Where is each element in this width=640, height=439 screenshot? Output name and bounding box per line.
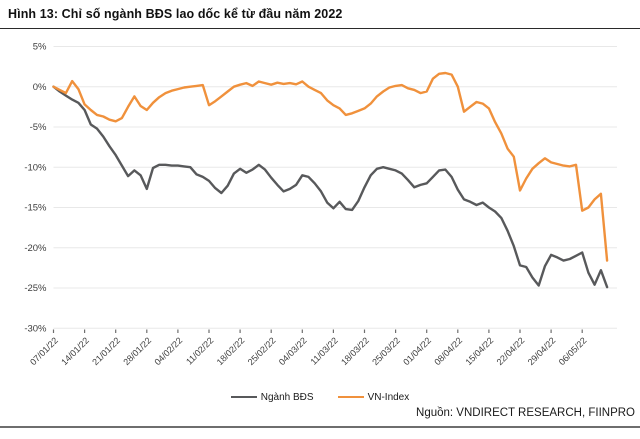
legend-item-nganh-bds: Ngành BĐS [230, 391, 314, 403]
y-tick-label: -5% [30, 122, 47, 133]
line-chart: 5% 0% -5% -10% -15% -20% -25% -30%07/01/22 14/01… [24, 42, 617, 367]
source-credit: Nguồn: VNDIRECT RESEARCH, FIINPRO [416, 407, 635, 419]
x-tick-label: 06/05/22 [557, 335, 589, 367]
x-tick-label: 28/01/22 [121, 335, 153, 367]
y-tick-label: 0% [33, 82, 47, 93]
bottom-divider [0, 426, 640, 428]
legend-item-vn-index: VN-Index [337, 391, 410, 403]
chart-legend: Ngành BĐS VN-Index [0, 389, 640, 405]
bds-line-swatch [230, 395, 257, 399]
y-axis-labels: 5% 0% -5% -10% -15% -20% -25% -30% [24, 42, 47, 335]
x-tick-label: 08/04/22 [432, 335, 464, 367]
legend-label-vn-index: VN-Index [367, 391, 410, 403]
y-tick-label: -30% [24, 323, 47, 334]
x-tick-label: 15/04/22 [463, 335, 495, 367]
x-tick-label: 04/03/22 [277, 335, 309, 367]
x-tick-label: 25/03/22 [370, 335, 402, 367]
y-tick-label: -10% [24, 162, 47, 173]
gridlines [53, 45, 617, 329]
vnindex-line-swatch [337, 395, 364, 399]
legend-label-nganh-bds: Ngành BĐS [260, 391, 314, 403]
x-axis-ticks [52, 329, 583, 333]
x-tick-label: 21/01/22 [90, 335, 122, 367]
x-tick-label: 18/03/22 [339, 335, 371, 367]
x-tick-label: 29/04/22 [526, 335, 558, 367]
vnindex-series-line [52, 71, 609, 262]
x-tick-label: 22/04/22 [495, 335, 527, 367]
x-axis-labels: 07/01/22 14/01/22 21/01/22 28/01/22 04/02/22… [28, 335, 589, 367]
bds-series-line [52, 85, 609, 289]
x-tick-label: 04/02/22 [152, 335, 184, 367]
x-tick-label: 14/01/22 [59, 335, 91, 367]
y-tick-label: -25% [24, 283, 47, 294]
x-tick-label: 18/02/22 [215, 335, 247, 367]
figure-header: Hình 13: Chỉ số ngành BĐS lao dốc kể từ … [0, 0, 640, 29]
y-tick-label: -15% [24, 203, 47, 214]
x-tick-label: 07/01/22 [28, 335, 60, 367]
x-tick-label: 11/03/22 [308, 335, 339, 366]
x-tick-label: 11/02/22 [184, 335, 215, 366]
x-tick-label: 25/02/22 [246, 335, 278, 367]
y-tick-label: 5% [33, 42, 47, 53]
y-tick-label: -20% [24, 243, 47, 254]
x-tick-label: 01/04/22 [401, 335, 433, 367]
figure-title: Hình 13: Chỉ số ngành BĐS lao dốc kể từ … [8, 7, 343, 21]
